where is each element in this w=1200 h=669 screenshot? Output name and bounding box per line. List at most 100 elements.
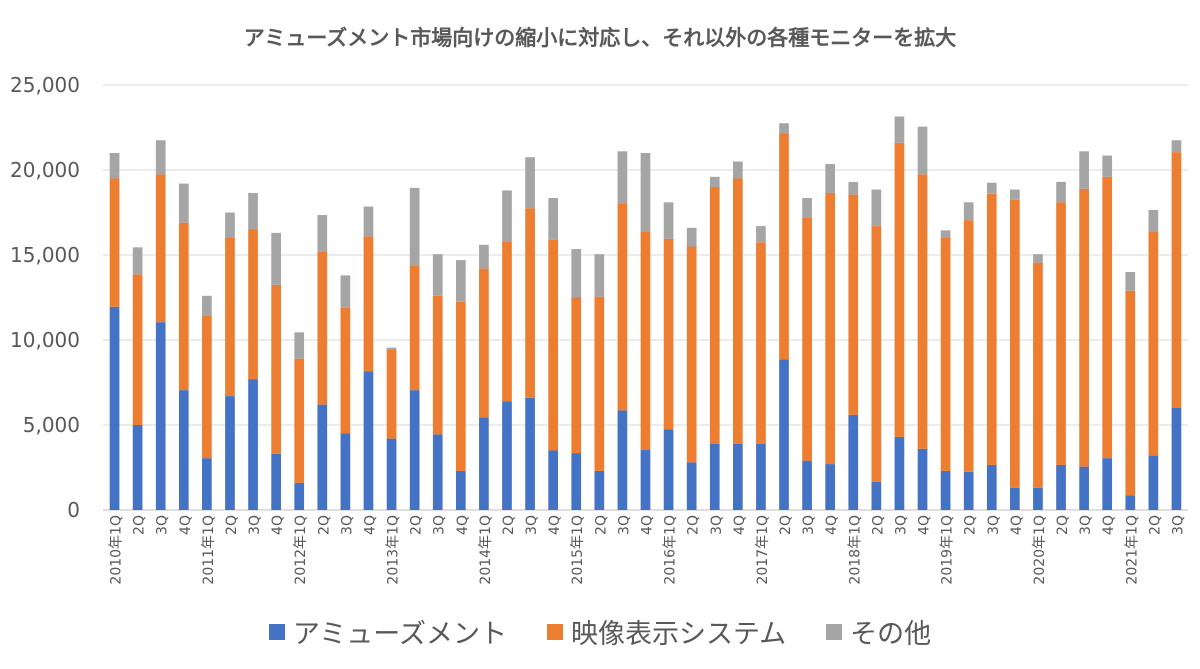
bar-segment-amusement [178,390,189,510]
x-tick-label: 4Q [455,515,471,535]
bar-segment-display-system [779,133,789,360]
bar-segment-display-system [502,241,512,402]
bar-segment-amusement [594,470,605,510]
bar-segment-amusement [709,443,720,510]
bar-segment-other [1125,272,1136,291]
bar-segment-amusement [756,443,766,510]
x-tick-label: 2011年1Q [201,515,217,585]
bar-segment-amusement [986,464,997,510]
bar-segment-amusement [409,390,420,510]
bar-segment-amusement [1102,458,1113,510]
bar-segment-other [571,249,582,298]
bar-segment-amusement [1056,464,1066,510]
x-tick-label: 2Q [1147,515,1163,535]
x-tick-label: 2Q [409,515,425,535]
bar-segment-other [502,190,512,242]
x-tick-label: 2Q [963,515,979,535]
y-tick-label: 0 [67,498,80,522]
bar-segment-other [917,126,928,175]
x-tick-label: 2016年1Q [663,515,679,585]
bar-segment-other [386,347,397,350]
bar-segment-other [294,332,305,359]
bar-segment-display-system [825,192,836,465]
bar-segment-amusement [109,306,120,510]
legend: アミューズメント 映像表示システム その他 [0,612,1200,651]
bar-segment-display-system [225,238,235,397]
x-tick-label: 4Q [640,515,656,535]
x-tick-label: 3Q [432,515,448,535]
bar-segment-display-system [202,315,212,459]
bar-segment-amusement [1079,466,1089,510]
bar-segment-amusement [363,371,374,510]
bar-segment-display-system [848,194,859,415]
bar-segment-other [1010,189,1020,200]
bar-segment-amusement [963,471,974,510]
bar-segment-other [640,153,651,232]
x-tick-label: 3Q [155,515,171,535]
bar-segment-amusement [1010,487,1020,510]
x-tick-label: 4Q [1101,515,1117,535]
bar-segment-display-system [802,217,812,461]
x-tick-label: 2010年1Q [109,515,125,585]
x-tick-label: 2017年1Q [755,515,771,585]
bar-segment-other [409,187,420,266]
x-tick-label: 2Q [593,515,609,535]
x-tick-label: 3Q [986,515,1002,535]
x-tick-label: 2012年1Q [293,515,309,585]
bar-segment-amusement [825,464,836,510]
bar-segment-amusement [640,449,651,510]
legend-item-other: その他 [826,612,931,651]
bar-segment-amusement [1171,408,1182,510]
bar-segment-other [1148,209,1159,232]
x-tick-label: 3Q [709,515,725,535]
bar-segment-other [225,212,235,238]
bar-segment-amusement [1148,455,1159,510]
bar-segment-display-system [894,142,905,437]
bar-segment-other [617,151,628,204]
bar-segment-amusement [317,404,328,510]
bar-segment-display-system [109,178,120,307]
x-tick-label: 2019年1Q [940,515,956,585]
x-tick-label: 3Q [1170,515,1186,535]
legend-label-other: その他 [850,619,932,650]
bar-segment-display-system [294,358,305,483]
bar-segment-amusement [802,460,812,510]
x-tick-label: 4Q [732,515,748,535]
bar-segment-display-system [1010,199,1020,488]
bar-segment-other [455,260,466,302]
x-tick-label: 3Q [247,515,263,535]
bar-segment-other [848,181,859,195]
bar-segment-display-system [617,203,628,411]
bar-segment-other [1102,155,1113,177]
bar-segment-display-system [1125,290,1136,496]
y-tick-label: 15,000 [10,243,80,267]
bar-segment-other [871,189,882,227]
bar-segment-other [663,202,674,239]
bar-segment-other [479,244,489,269]
bar-segment-display-system [571,297,582,454]
bar-segment-amusement [155,322,166,510]
bar-segment-other [1171,140,1182,153]
bar-segment-amusement [940,470,951,510]
bar-segment-display-system [686,246,697,463]
bar-segment-other [248,192,258,230]
bar-segment-other [525,157,535,209]
bar-segment-display-system [317,251,328,405]
bar-segment-display-system [1102,176,1113,459]
bar-segment-amusement [1033,487,1043,510]
bar-segment-display-system [455,301,466,471]
bar-segment-amusement [271,453,281,510]
bar-segment-amusement [479,417,489,510]
bar-segment-other [155,140,166,175]
bar-segment-display-system [1056,202,1066,465]
bar-segment-display-system [132,274,143,425]
x-tick-label: 2Q [870,515,886,535]
bar-segment-other [317,215,328,252]
x-tick-label: 4Q [362,515,378,535]
y-tick-label: 5,000 [23,413,80,437]
bar-segment-display-system [155,174,166,323]
chart-title: アミューズメント市場向けの縮小に対応し、それ以外の各種モニターを拡大 [243,26,957,50]
bar-segment-other [802,198,812,218]
bar-segment-amusement [917,448,928,510]
y-tick-label: 20,000 [10,158,80,182]
